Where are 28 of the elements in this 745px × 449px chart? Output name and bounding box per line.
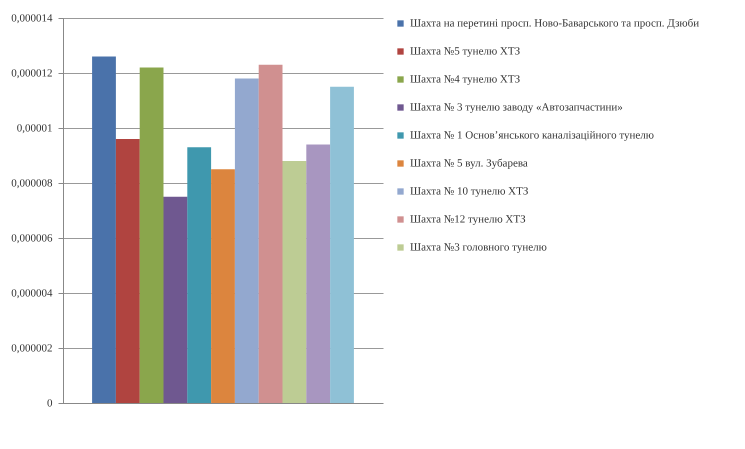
bar xyxy=(92,56,116,403)
bar xyxy=(234,78,259,403)
legend-label: Шахта №12 тунелю ХТЗ xyxy=(410,214,526,226)
legend-label: Шахта №3 головного тунелю xyxy=(410,242,547,254)
legend-label: Шахта № 3 тунелю заводу «Автозапчастини» xyxy=(410,102,623,114)
legend-label: Шахта № 10 тунелю ХТЗ xyxy=(410,186,529,198)
y-tick-label: 0,000008 xyxy=(11,178,53,190)
y-tick-label: 0,000014 xyxy=(11,12,53,24)
bar xyxy=(306,144,330,403)
legend-label: Шахта № 5 вул. Зубарева xyxy=(410,158,528,170)
y-tick-label: 0,000004 xyxy=(11,288,53,300)
bar xyxy=(140,68,164,403)
bar xyxy=(330,86,354,403)
y-tick-label: 0,000006 xyxy=(11,232,53,244)
legend-label: Шахта №4 тунелю ХТЗ xyxy=(410,74,521,86)
y-tick-label: 0,00001 xyxy=(16,122,52,134)
bar xyxy=(187,147,212,403)
legend-label: Шахта № 1 Основʼянського каналізаційного тунелю xyxy=(410,130,654,142)
bar xyxy=(258,64,283,403)
bar xyxy=(116,139,140,403)
bar xyxy=(163,196,188,403)
legend-label: Шахта №5 тунелю ХТЗ xyxy=(410,46,521,58)
legend-label: Шахта на перетині просп. Ново-Баварського та просп. Дзюби xyxy=(410,18,700,30)
bar xyxy=(211,169,235,403)
y-tick-label: 0,000002 xyxy=(11,342,52,354)
y-tick-label: 0 xyxy=(47,398,53,410)
y-tick-label: 0,000012 xyxy=(11,68,52,80)
bar xyxy=(282,161,306,403)
